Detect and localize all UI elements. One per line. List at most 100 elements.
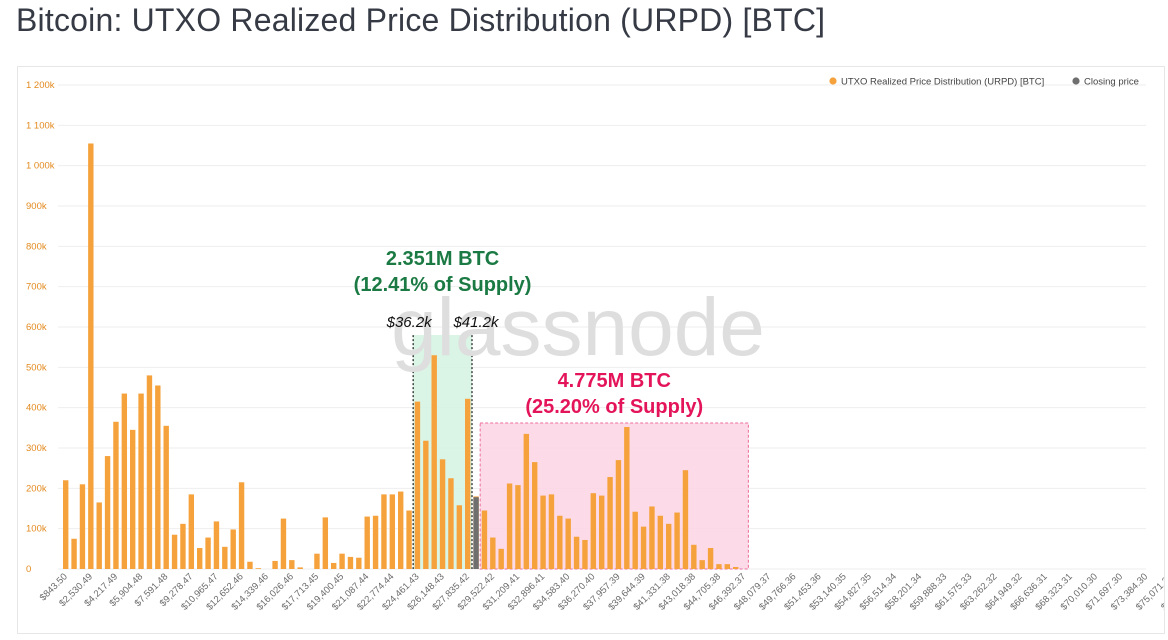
y-tick-label: 1 200k <box>26 80 55 91</box>
urpd-bar <box>632 511 638 569</box>
urpd-bar <box>188 494 195 569</box>
range-end-label: $41.2k <box>452 314 500 331</box>
y-tick-label: 700k <box>26 282 47 293</box>
green-range-share: (12.41% of Supply) <box>354 274 532 296</box>
urpd-bar <box>607 477 613 569</box>
urpd-bar <box>155 385 161 569</box>
chart-panel: glassnode 2.351M BTC (12.41% of Supply) $3… <box>17 66 1168 634</box>
y-tick-label: 900k <box>26 201 47 212</box>
urpd-bar <box>230 529 236 569</box>
urpd-bar <box>557 515 563 569</box>
urpd-bar <box>163 425 169 569</box>
urpd-bar <box>71 538 77 569</box>
urpd-bar <box>238 482 245 569</box>
green-range-amount: 2.351M BTC <box>386 248 499 270</box>
urpd-bar <box>213 521 220 569</box>
urpd-bar <box>96 502 102 569</box>
urpd-bar <box>532 462 538 569</box>
urpd-bar <box>88 143 94 569</box>
urpd-bar <box>222 546 228 569</box>
annotation-foreground-layer: 2.351M BTC (12.41% of Supply) $36.2k $41.2k… <box>354 248 704 418</box>
urpd-bar <box>523 433 530 569</box>
range-start-label: $36.2k <box>386 314 434 331</box>
urpd-bar <box>180 523 186 569</box>
urpd-bar <box>582 539 588 569</box>
y-tick-label: 200k <box>26 483 47 494</box>
urpd-bar <box>138 393 144 569</box>
urpd-bar <box>707 548 714 569</box>
urpd-bar <box>691 544 697 569</box>
urpd-bar <box>414 401 421 569</box>
urpd-bar <box>465 398 471 569</box>
urpd-bar <box>431 355 437 569</box>
urpd-bar <box>372 515 379 569</box>
urpd-bar <box>448 478 454 569</box>
urpd-bar <box>674 512 680 569</box>
urpd-bar <box>255 568 262 569</box>
urpd-bar <box>130 429 136 569</box>
urpd-bar <box>649 506 655 569</box>
y-tick-label: 1 000k <box>26 161 55 172</box>
urpd-bar <box>624 427 630 569</box>
closing-price-bar <box>473 497 479 569</box>
urpd-bar <box>657 515 664 569</box>
urpd-bar <box>197 548 203 569</box>
urpd-bar <box>146 375 153 569</box>
urpd-bar <box>289 560 295 569</box>
y-tick-label: 500k <box>26 362 47 373</box>
urpd-bar <box>381 494 387 569</box>
legend-urpd-marker <box>829 77 837 85</box>
pink-range-amount: 4.775M BTC <box>558 370 671 392</box>
y-tick-label: 1 100k <box>26 120 55 131</box>
urpd-bar <box>247 561 253 569</box>
y-tick-label: 0 <box>26 564 31 575</box>
page-title: Bitcoin: UTXO Realized Price Distributio… <box>16 2 826 38</box>
y-tick-label: 100k <box>26 524 47 535</box>
urpd-bar <box>297 567 303 569</box>
urpd-bar <box>615 460 622 569</box>
urpd-bar <box>331 562 337 569</box>
legend-urpd-label: UTXO Realized Price Distribution (URPD) … <box>841 77 1044 88</box>
y-tick-label: 300k <box>26 443 47 454</box>
urpd-bar <box>699 560 705 569</box>
urpd-bar <box>666 523 672 569</box>
urpd-bar <box>498 548 504 569</box>
urpd-bar <box>599 495 605 569</box>
urpd-bar <box>280 518 287 569</box>
urpd-bar <box>590 493 597 569</box>
urpd-bar <box>171 534 178 569</box>
urpd-bar <box>104 456 111 569</box>
urpd-bar <box>733 566 739 569</box>
urpd-bar <box>548 494 555 569</box>
bars-layer <box>63 143 739 569</box>
urpd-bar <box>389 494 396 569</box>
urpd-bar <box>540 495 546 569</box>
urpd-bar <box>121 393 128 569</box>
urpd-bar <box>347 556 354 569</box>
urpd-bar <box>398 491 404 569</box>
urpd-bar <box>423 440 429 569</box>
urpd-bar <box>515 485 521 569</box>
legend: UTXO Realized Price Distribution (URPD) … <box>829 77 1139 88</box>
urpd-bar <box>322 517 329 569</box>
urpd-bar <box>63 480 69 569</box>
urpd-bar <box>113 421 119 569</box>
y-tick-label: 800k <box>26 241 47 252</box>
legend-closing-marker <box>1072 77 1080 85</box>
urpd-bar <box>339 553 345 569</box>
urpd-bar <box>565 518 571 569</box>
watermark-text: glassnode <box>391 282 765 373</box>
y-tick-label: 600k <box>26 322 47 333</box>
urpd-bar <box>506 483 513 569</box>
urpd-bar <box>716 564 722 569</box>
urpd-bar <box>640 526 647 569</box>
urpd-bar <box>364 516 370 569</box>
urpd-bar <box>439 459 446 569</box>
urpd-bar <box>682 470 689 569</box>
urpd-bar <box>356 557 362 569</box>
urpd-bar <box>205 537 211 569</box>
urpd-bar <box>406 510 412 569</box>
y-axis: 0 100k 200k 300k 400k 500k 600k 700k 800k 900k 1 0… <box>26 80 55 575</box>
urpd-bar <box>481 510 488 569</box>
x-axis: $843.50$2,530.49$4,217.49$5,904.48$7,591… <box>38 571 1168 612</box>
